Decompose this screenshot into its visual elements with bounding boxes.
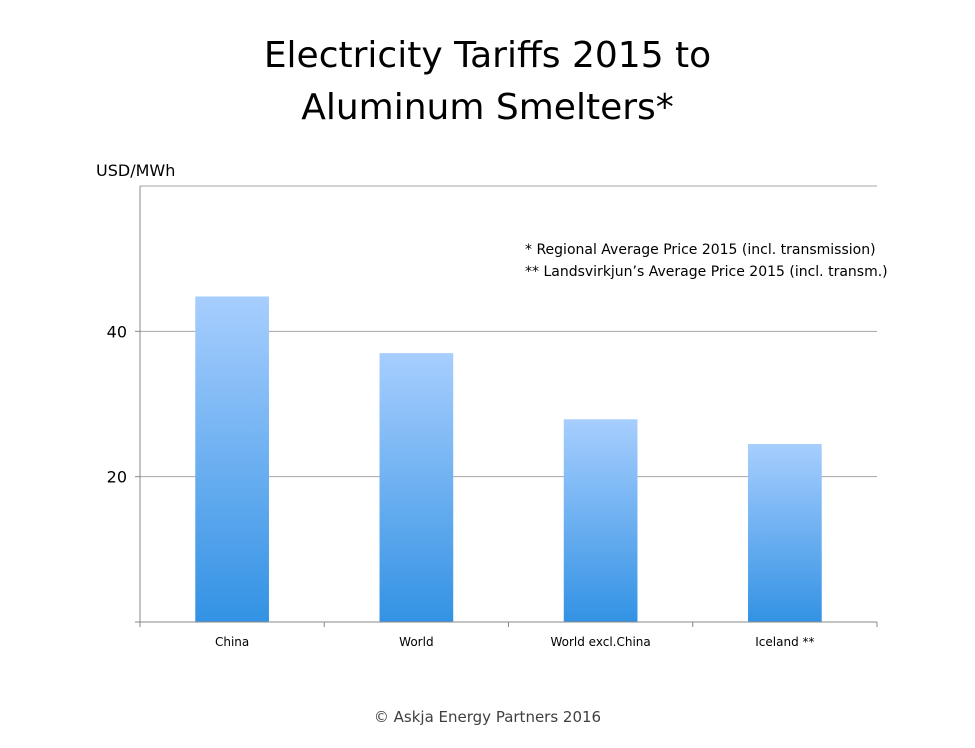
bar-world [379, 353, 454, 622]
annotation-note: * Regional Average Price 2015 (incl. tra… [525, 242, 876, 258]
title-line-2: Aluminum Smelters* [301, 87, 674, 128]
copyright-footer: © Askja Energy Partners 2016 [373, 708, 602, 726]
x-tick-label: China [215, 635, 249, 649]
bar-china [195, 296, 269, 622]
title-line-1: Electricity Tariffs 2015 to [263, 35, 712, 76]
bar-world-excl-china [563, 419, 638, 622]
chart-title: Electricity Tariffs 2015 to Aluminum Sme… [0, 30, 975, 134]
x-tick-label: Iceland ** [755, 635, 814, 649]
annotation-note: ** Landsvirkjun’s Average Price 2015 (in… [525, 264, 888, 280]
y-axis-label: USD/MWh [96, 161, 175, 180]
x-tick-label: World excl.China [550, 635, 650, 649]
x-tick-label: World [399, 635, 433, 649]
y-tick-label: 40 [107, 322, 127, 341]
bar-iceland [748, 443, 822, 622]
y-tick-label: 20 [107, 468, 127, 487]
